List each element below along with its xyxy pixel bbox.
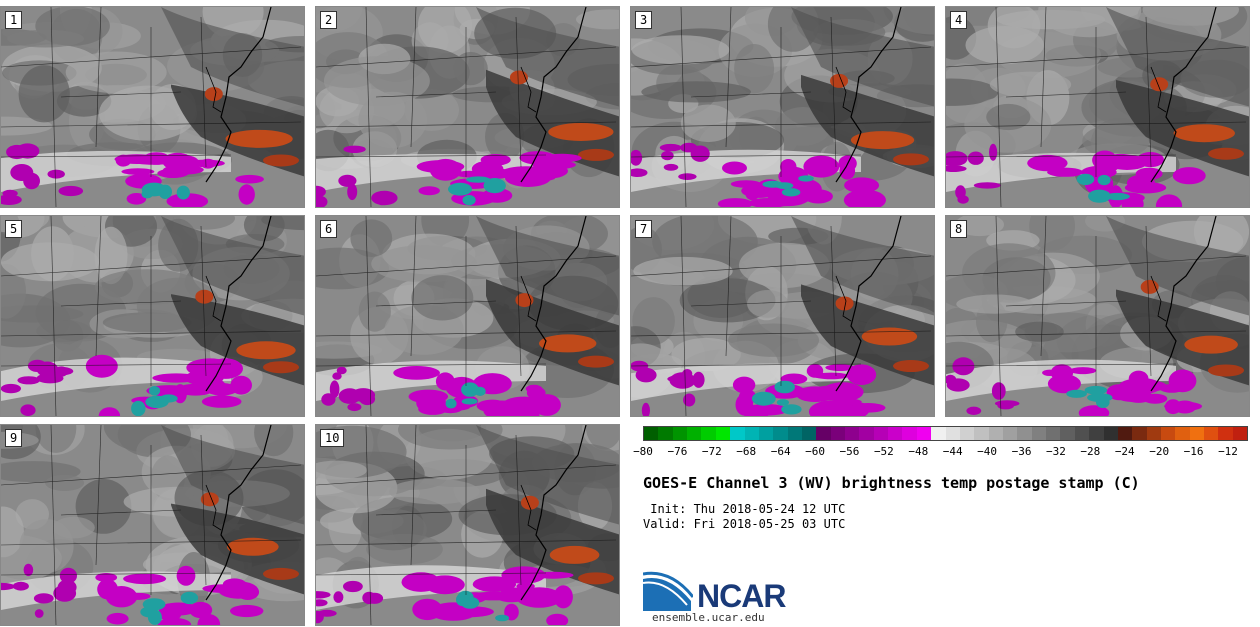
colorbar xyxy=(643,426,1248,441)
colorbar-tick-label: −48 xyxy=(908,445,929,458)
water-vapor-map xyxy=(946,7,1249,207)
colorbar-segment xyxy=(1232,427,1248,440)
colorbar-segment xyxy=(701,427,716,440)
water-vapor-map xyxy=(946,216,1249,416)
postage-stamp-panel: 5 xyxy=(0,215,305,417)
panel-member-label: 2 xyxy=(320,11,338,29)
colorbar-segment xyxy=(1089,427,1104,440)
colorbar-tick-label: −68 xyxy=(736,445,757,458)
colorbar-segment xyxy=(773,427,788,440)
water-vapor-map xyxy=(316,425,619,625)
colorbar-segment xyxy=(1002,427,1018,440)
postage-stamp-panel: 8 xyxy=(945,215,1250,417)
colorbar-segment xyxy=(959,427,975,440)
colorbar-tick-label: −64 xyxy=(770,445,791,458)
water-vapor-map xyxy=(316,216,619,416)
colorbar-segment xyxy=(931,427,946,440)
colorbar-tick-label: −80 xyxy=(633,445,653,458)
colorbar-segment xyxy=(902,427,917,440)
colorbar-tick-label: −76 xyxy=(667,445,688,458)
colorbar-segment xyxy=(1046,427,1061,440)
colorbar-segment xyxy=(1189,427,1205,440)
water-vapor-map xyxy=(631,7,934,207)
postage-stamp-panel: 1 xyxy=(0,6,305,208)
panel-member-label: 10 xyxy=(320,429,345,447)
site-url[interactable]: ensemble.ucar.edu xyxy=(652,611,765,624)
water-vapor-map xyxy=(316,7,619,207)
colorbar-segment xyxy=(687,427,702,440)
water-vapor-map xyxy=(1,7,304,207)
colorbar-tick-label: −36 xyxy=(1011,445,1032,458)
colorbar-segment xyxy=(916,427,932,440)
panel-member-label: 9 xyxy=(5,429,23,447)
colorbar-segment xyxy=(1103,427,1118,440)
colorbar-segment xyxy=(1160,427,1176,440)
colorbar-segment xyxy=(730,427,745,440)
figure-title: GOES-E Channel 3 (WV) brightness temp po… xyxy=(643,474,1140,492)
colorbar-segment xyxy=(1146,427,1161,440)
colorbar-segment xyxy=(1132,427,1147,440)
colorbar-tick-label: −44 xyxy=(942,445,963,458)
colorbar-segment xyxy=(758,427,774,440)
colorbar-segment xyxy=(988,427,1003,440)
colorbar-tick-label: −56 xyxy=(839,445,860,458)
colorbar-tick-label: −60 xyxy=(805,445,825,458)
colorbar-segment xyxy=(974,427,989,440)
postage-stamp-panel: 6 xyxy=(315,215,620,417)
colorbar-segment xyxy=(672,427,688,440)
ncar-logo-text: NCAR xyxy=(697,578,786,614)
colorbar-segment xyxy=(1031,427,1047,440)
colorbar-tick-label: −40 xyxy=(977,445,998,458)
colorbar-segment xyxy=(658,427,673,440)
water-vapor-map xyxy=(1,216,304,416)
colorbar-tick-label: −16 xyxy=(1183,445,1204,458)
panel-member-label: 7 xyxy=(635,220,653,238)
colorbar-segment xyxy=(1175,427,1190,440)
colorbar-segment xyxy=(1017,427,1032,440)
colorbar-tick-label: −12 xyxy=(1218,445,1238,458)
colorbar-segment xyxy=(715,427,731,440)
postage-stamp-panel: 2 xyxy=(315,6,620,208)
colorbar-tick-label: −32 xyxy=(1046,445,1066,458)
colorbar-tick-label: −20 xyxy=(1149,445,1170,458)
colorbar-segment xyxy=(1204,427,1219,440)
colorbar-segment xyxy=(644,427,659,440)
colorbar-tick-label: −72 xyxy=(701,445,722,458)
colorbar-segment xyxy=(1074,427,1090,440)
colorbar-segment xyxy=(787,427,802,440)
panel-member-label: 5 xyxy=(5,220,23,238)
colorbar-segment xyxy=(845,427,860,440)
colorbar-segment xyxy=(873,427,889,440)
postage-stamp-panel: 3 xyxy=(630,6,935,208)
postage-stamp-panel: 9 xyxy=(0,424,305,626)
postage-stamp-panel: 7 xyxy=(630,215,935,417)
panel-member-label: 3 xyxy=(635,11,653,29)
colorbar-segment xyxy=(1117,427,1133,440)
colorbar-segment xyxy=(816,427,831,440)
colorbar-segment xyxy=(1060,427,1075,440)
colorbar-segment xyxy=(859,427,874,440)
colorbar-segment xyxy=(888,427,903,440)
colorbar-segment xyxy=(801,427,817,440)
postage-stamp-panel: 4 xyxy=(945,6,1250,208)
colorbar-segment xyxy=(744,427,759,440)
colorbar-segment xyxy=(830,427,846,440)
postage-stamp-panel: 10 xyxy=(315,424,620,626)
panel-member-label: 8 xyxy=(950,220,968,238)
colorbar-segment xyxy=(945,427,960,440)
colorbar-tick-label: −52 xyxy=(873,445,894,458)
colorbar-tick-label: −24 xyxy=(1114,445,1135,458)
panel-member-label: 1 xyxy=(5,11,23,29)
panel-member-label: 4 xyxy=(950,11,968,29)
ncar-logo-icon xyxy=(643,571,693,611)
init-time: Init: Thu 2018-05-24 12 UTC xyxy=(643,502,846,516)
colorbar-segment xyxy=(1218,427,1233,440)
colorbar-tick-label: −28 xyxy=(1080,445,1101,458)
valid-time: Valid: Fri 2018-05-25 03 UTC xyxy=(643,517,846,531)
water-vapor-map xyxy=(631,216,934,416)
panel-member-label: 6 xyxy=(320,220,338,238)
water-vapor-map xyxy=(1,425,304,625)
